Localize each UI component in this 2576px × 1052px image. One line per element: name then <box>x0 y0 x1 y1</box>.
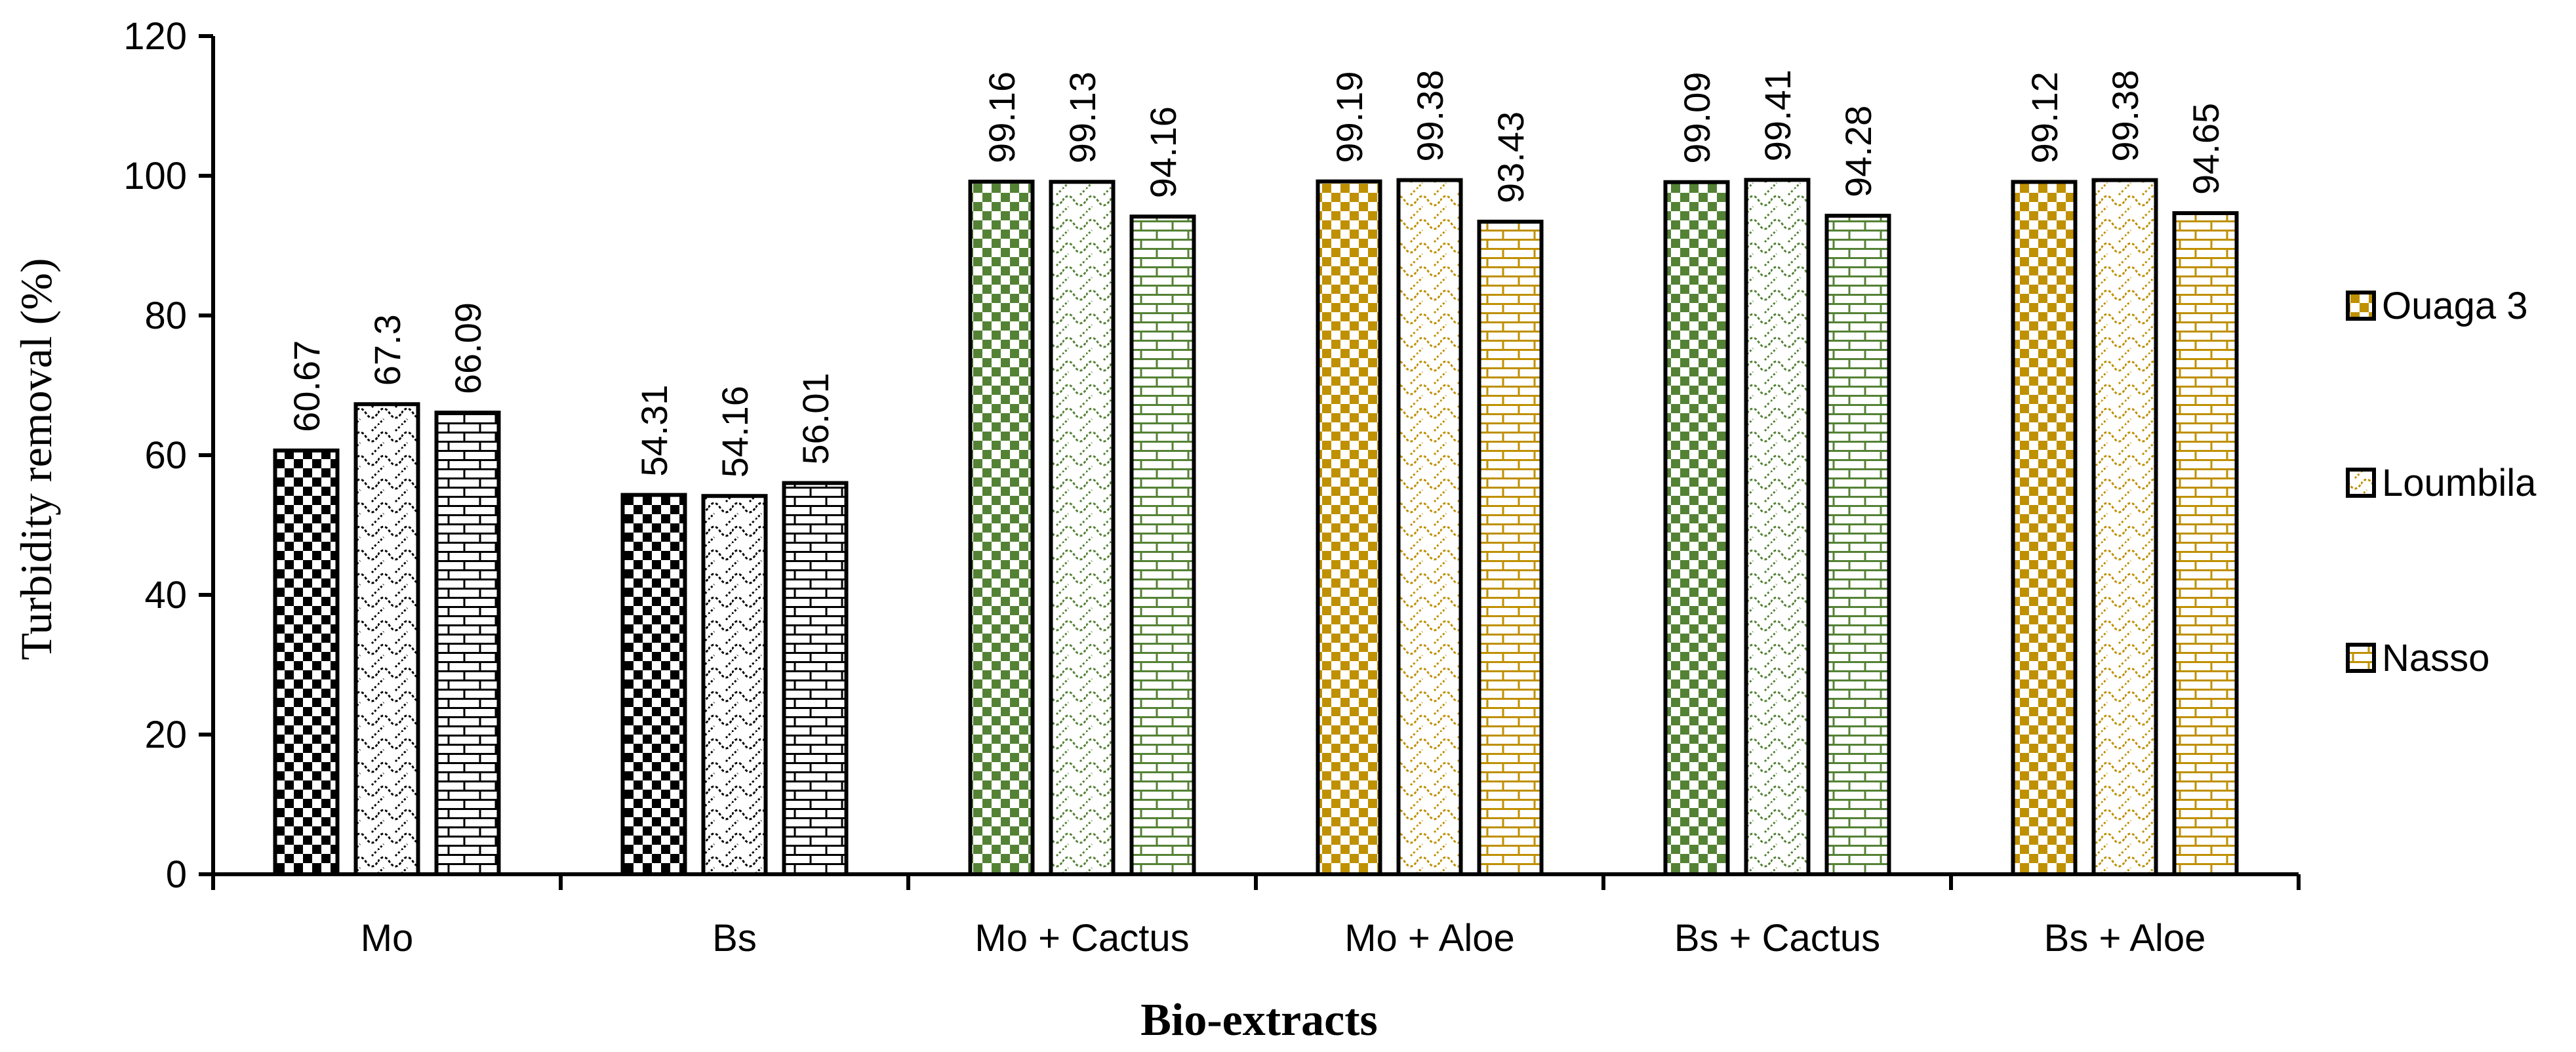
legend-label-2: Loumbila <box>2382 462 2537 504</box>
data-label-6-3: 94.65 <box>2185 103 2226 195</box>
data-label-2-2: 54.16 <box>714 386 755 477</box>
data-label-1-3: 66.09 <box>447 302 489 394</box>
bar-3-3 <box>1129 214 1196 877</box>
bar-6-3 <box>2172 211 2239 877</box>
bar-2-3 <box>782 481 849 876</box>
bar-1-1 <box>273 448 340 876</box>
axes-layer: Mo Bs Mo + Cactus Mo + Aloe Bs + Cactus Bs + … <box>123 15 2301 960</box>
data-label-6-1: 99.12 <box>2024 71 2065 163</box>
bar-4-2 <box>1396 178 1463 876</box>
data-label-3-3: 94.16 <box>1142 106 1184 198</box>
y-tick-label-3: 40 <box>144 574 187 617</box>
bar-1-3 <box>434 411 501 876</box>
legend-swatch-2 <box>2346 468 2376 498</box>
bar-2-1 <box>620 493 687 876</box>
x-tick-label-1: Mo <box>361 917 414 960</box>
legend-swatch-3 <box>2346 643 2376 673</box>
bar-5-2 <box>1744 178 1811 877</box>
y-tick-label-2: 20 <box>144 714 187 756</box>
y-tick-label-4: 60 <box>144 434 187 477</box>
legend-swatch-1 <box>2346 291 2376 321</box>
data-label-5-3: 94.28 <box>1838 106 1879 197</box>
data-label-2-1: 54.31 <box>634 384 675 476</box>
data-label-5-1: 99.09 <box>1676 72 1718 164</box>
bar-5-1 <box>1663 180 1730 876</box>
bar-1-2 <box>353 402 420 876</box>
data-label-1-1: 60.67 <box>286 340 327 432</box>
y-tick-label-5: 80 <box>144 294 187 337</box>
bar-3-2 <box>1049 180 1116 876</box>
bar-2-2 <box>701 494 768 876</box>
x-tick-label-5: Bs + Cactus <box>1674 917 1880 960</box>
data-label-5-2: 99.41 <box>1757 70 1798 161</box>
legend-label-1: Ouaga 3 <box>2382 285 2528 327</box>
x-axis-title: Bio-extracts <box>1140 995 1378 1045</box>
bars-layer <box>273 178 2239 877</box>
y-tick-label-6: 100 <box>123 155 187 197</box>
bar-4-3 <box>1477 219 1544 876</box>
x-tick-label-3: Mo + Cactus <box>975 917 1189 960</box>
data-label-4-3: 93.43 <box>1490 111 1531 203</box>
data-label-6-2: 99.38 <box>2104 70 2146 161</box>
y-axis-title: Turbidity removal (%) <box>11 258 61 660</box>
data-label-4-2: 99.38 <box>1409 70 1451 161</box>
legend-label-3: Nasso <box>2382 637 2489 679</box>
data-label-3-1: 99.16 <box>981 71 1022 163</box>
legend: Ouaga 3 Loumbila Nasso <box>2346 285 2537 679</box>
data-label-4-1: 99.19 <box>1329 71 1370 163</box>
data-labels-layer: 60.67 67.3 66.09 54.31 54.16 56.01 99.16 99.13 9… <box>286 70 2226 477</box>
x-tick-label-4: Mo + Aloe <box>1344 917 1515 960</box>
x-tick-label-6: Bs + Aloe <box>2044 917 2206 960</box>
bar-5-3 <box>1824 213 1891 876</box>
bar-6-2 <box>2091 178 2158 876</box>
bar-4-1 <box>1316 179 1382 877</box>
y-tick-label-1: 0 <box>166 853 187 896</box>
bar-6-1 <box>2011 180 2078 877</box>
data-label-1-2: 67.3 <box>367 314 408 386</box>
data-label-3-2: 99.13 <box>1062 71 1103 163</box>
y-tick-label-7: 120 <box>123 15 187 58</box>
x-tick-label-2: Bs <box>712 917 757 960</box>
bar-3-1 <box>968 179 1035 876</box>
data-label-2-3: 56.01 <box>795 373 836 464</box>
